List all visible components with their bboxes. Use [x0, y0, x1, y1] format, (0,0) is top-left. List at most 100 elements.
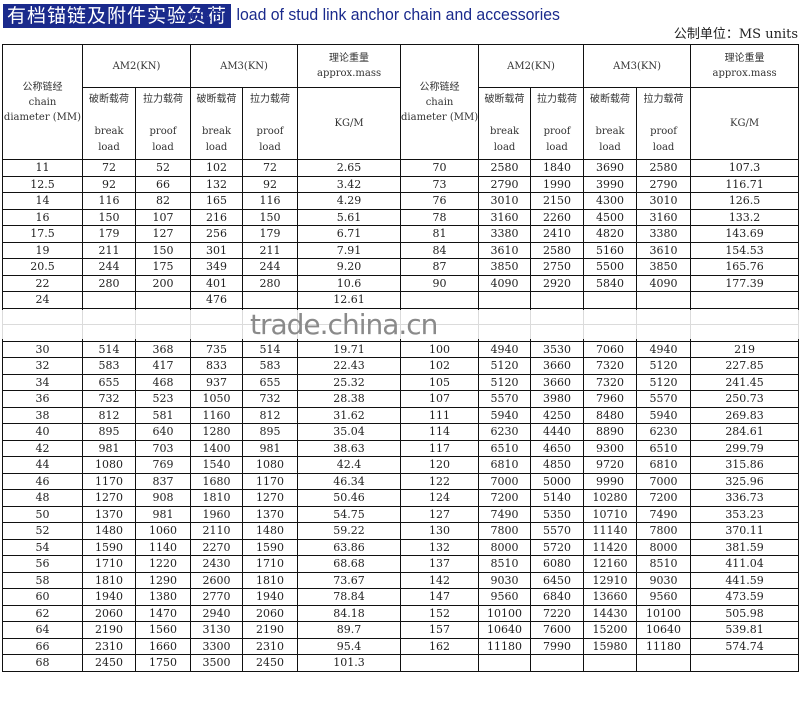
- table-cell: 2110: [190, 522, 244, 540]
- table-cell: 70: [400, 159, 480, 177]
- table-cell: 154.53: [690, 241, 800, 259]
- table-cell: 227.85: [690, 357, 800, 375]
- table-row: 12.5 92 66 132 92 3.42 73 2790 1990 3990 2790 116.7…: [2, 175, 800, 193]
- table-cell: 11140: [583, 522, 638, 540]
- header-break: 破断载荷 break load: [583, 87, 638, 160]
- table-cell: 219: [690, 340, 800, 358]
- table-cell: 11420: [583, 538, 638, 556]
- table-cell: 2450: [82, 654, 136, 672]
- table-cell: 1170: [82, 472, 136, 490]
- table-cell: 9030: [478, 571, 532, 589]
- table-cell: 2750: [530, 258, 585, 276]
- table-cell: 1660: [134, 637, 192, 655]
- table-cell: 441.59: [690, 571, 800, 589]
- table-row: 30 514 368 735 514 19.71 100 4940 3530 7060 4940 21…: [2, 340, 800, 358]
- header-mass-unit: KG/M: [690, 87, 800, 160]
- header-diameter: 公称链经 chain diameter (MM): [400, 44, 480, 160]
- table-cell: 5120: [478, 357, 532, 375]
- table-cell: 73.67: [297, 571, 402, 589]
- table-cell: 9560: [478, 588, 532, 606]
- table-cell: 44: [2, 456, 83, 474]
- table-cell: 476: [190, 291, 244, 309]
- table-cell: 3380: [636, 225, 692, 243]
- table-cell: 1270: [242, 489, 299, 507]
- table-cell: 8480: [583, 406, 638, 424]
- table-cell: 2920: [530, 274, 585, 292]
- table-cell: 38: [2, 406, 83, 424]
- table-cell: 38.63: [297, 439, 402, 457]
- table-cell: 81: [400, 225, 480, 243]
- table-cell: 12160: [583, 555, 638, 573]
- table-cell: 5570: [636, 390, 692, 408]
- table-cell: 7490: [478, 505, 532, 523]
- table-cell: 349: [190, 258, 244, 276]
- table-row: 46 1170 837 1680 1170 46.34 122 7000 5000 9990 700…: [2, 472, 800, 490]
- load-table: 公称链经 chain diameter (MM) AM2(KN) AM3(KN) 理…: [2, 44, 800, 672]
- table-cell: 2600: [190, 571, 244, 589]
- table-row: 32 583 417 833 583 22.43 102 5120 3660 7320 5120 22…: [2, 357, 800, 375]
- table-cell: [478, 654, 532, 672]
- table-cell: 7600: [530, 621, 585, 639]
- table-cell: 84.18: [297, 604, 402, 622]
- table-cell: 12.5: [2, 175, 83, 193]
- table-row: 56 1710 1220 2430 1710 68.68 137 8510 6080 12160 8…: [2, 555, 800, 573]
- table-cell: 2190: [82, 621, 136, 639]
- table-cell: 6840: [530, 588, 585, 606]
- table-cell: 473.59: [690, 588, 800, 606]
- table-cell: 36: [2, 390, 83, 408]
- table-cell: 4090: [636, 274, 692, 292]
- table-cell: 895: [82, 423, 136, 441]
- table-cell: 120: [400, 456, 480, 474]
- table-cell: 16: [2, 208, 83, 226]
- table-cell: 5350: [530, 505, 585, 523]
- table-cell: 4940: [636, 340, 692, 358]
- table-cell: 9.20: [297, 258, 402, 276]
- table-cell: 7220: [530, 604, 585, 622]
- table-cell: 5120: [636, 373, 692, 391]
- table-cell: 1370: [242, 505, 299, 523]
- table-cell: 280: [242, 274, 299, 292]
- table-cell: 3980: [530, 390, 585, 408]
- table-cell: 5.61: [297, 208, 402, 226]
- table-cell: 468: [134, 373, 192, 391]
- table-cell: 10640: [636, 621, 692, 639]
- table-cell: 95.4: [297, 637, 402, 655]
- table-cell: 66: [134, 175, 192, 193]
- table-cell: 8890: [583, 423, 638, 441]
- table-cell: 10100: [478, 604, 532, 622]
- table-cell: 63.86: [297, 538, 402, 556]
- table-cell: 2450: [242, 654, 299, 672]
- table-cell: 2580: [478, 159, 532, 177]
- table-row: 20.5 244 175 349 244 9.20 87 3850 2750 5500 3850 16…: [2, 258, 800, 276]
- table-cell: 2430: [190, 555, 244, 573]
- table-cell: 3690: [583, 159, 638, 177]
- table-cell: 147: [400, 588, 480, 606]
- table-cell: 150: [134, 241, 192, 259]
- table-cell: 152: [400, 604, 480, 622]
- table-cell: 1080: [82, 456, 136, 474]
- table-cell: 1140: [134, 538, 192, 556]
- table-cell: 72: [242, 159, 299, 177]
- table-cell: 2940: [190, 604, 244, 622]
- table-body: 11 72 52 102 72 2.65 70 2580 1840 3690 2580 107.3 12…: [2, 159, 800, 672]
- table-row: 44 1080 769 1540 1080 42.4 120 6810 4850 9720 6810…: [2, 456, 800, 474]
- table-cell: 22: [2, 274, 83, 292]
- table-cell: 2310: [82, 637, 136, 655]
- table-cell: 7800: [636, 522, 692, 540]
- table-cell: 116: [242, 192, 299, 210]
- table-cell: 401: [190, 274, 244, 292]
- table-cell: 514: [242, 340, 299, 358]
- table-cell: 10710: [583, 505, 638, 523]
- table-cell: 3850: [636, 258, 692, 276]
- table-cell: [530, 291, 585, 309]
- table-cell: 175: [134, 258, 192, 276]
- table-cell: 72: [82, 159, 136, 177]
- table-cell: 179: [82, 225, 136, 243]
- table-cell: 1400: [190, 439, 244, 457]
- table-cell: 25.32: [297, 373, 402, 391]
- table-cell: 133.2: [690, 208, 800, 226]
- table-cell: 5720: [530, 538, 585, 556]
- table-cell: 11: [2, 159, 83, 177]
- table-cell: 76: [400, 192, 480, 210]
- table-cell: 2150: [530, 192, 585, 210]
